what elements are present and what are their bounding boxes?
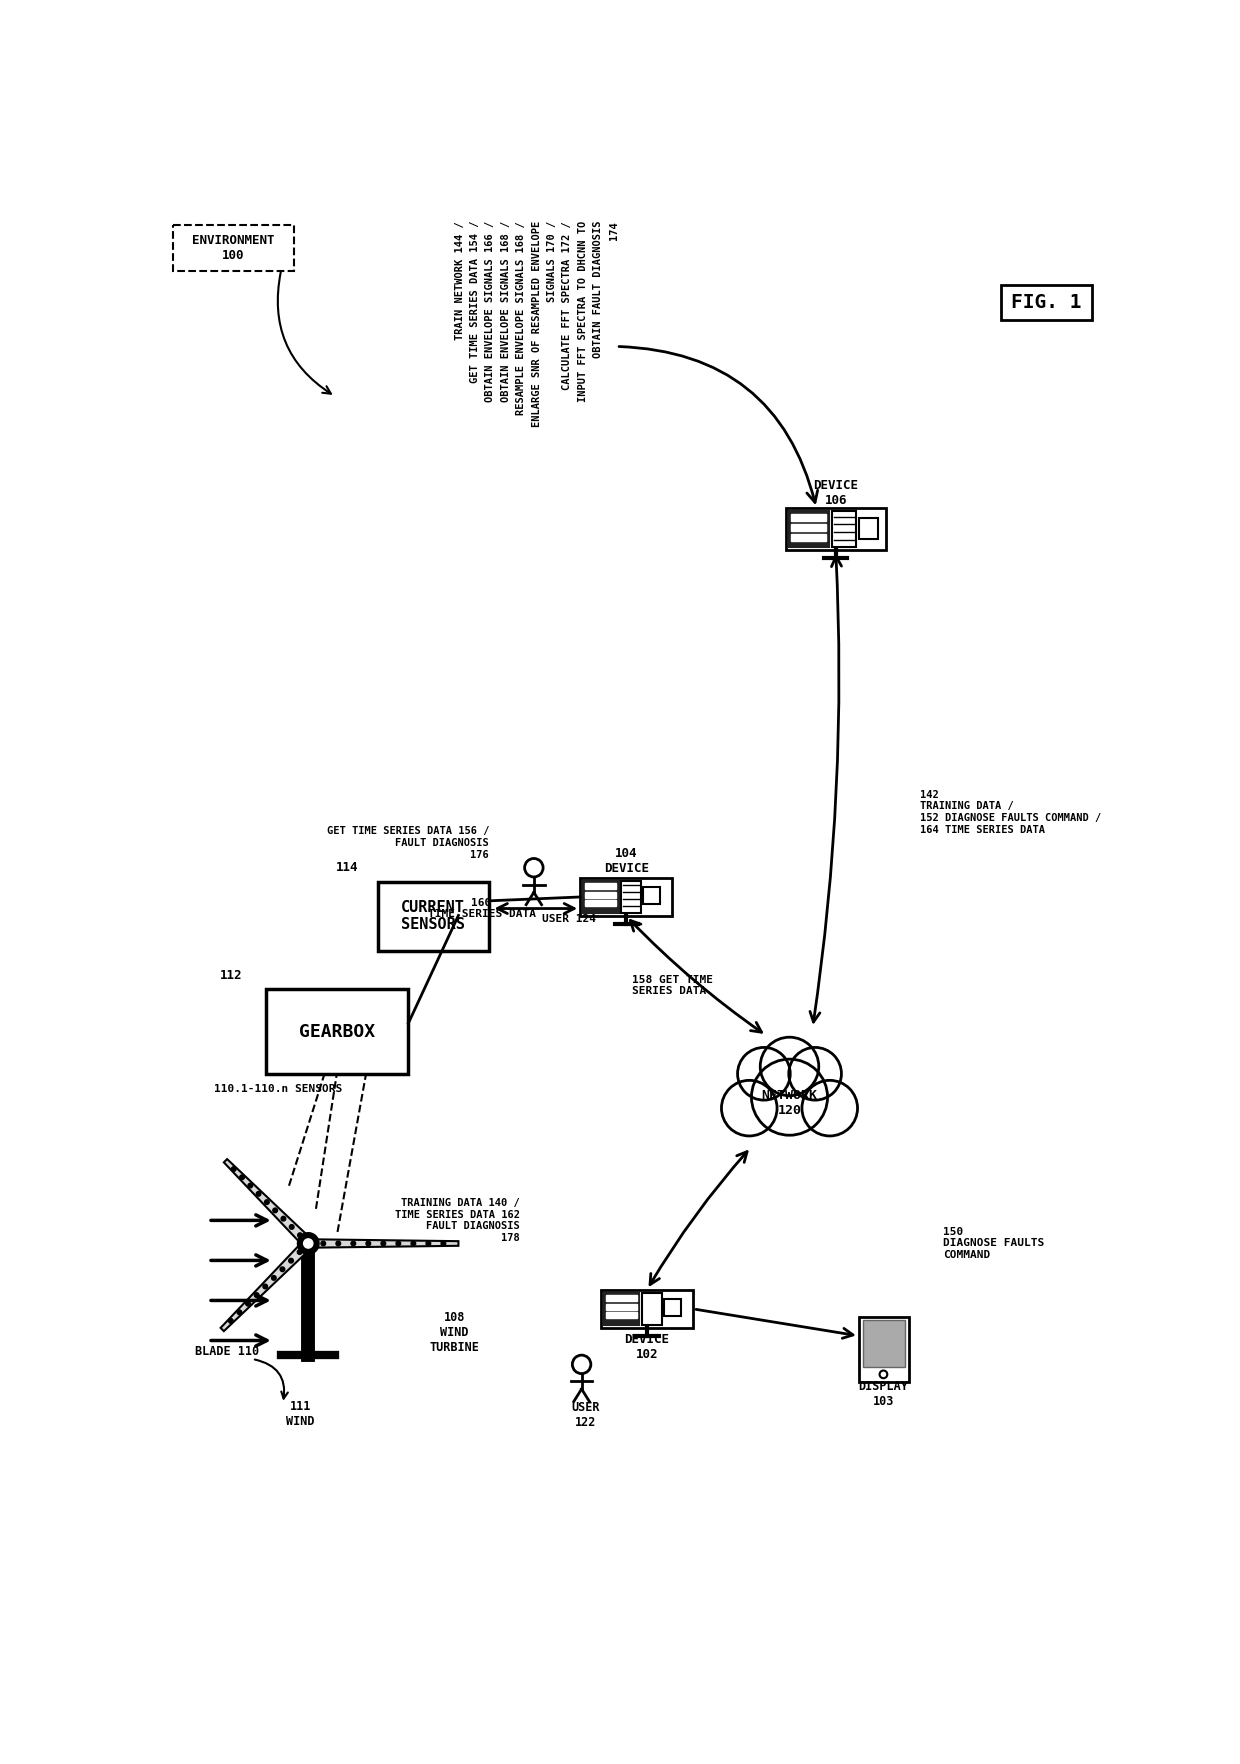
Text: TRAINING DATA 140 /
TIME SERIES DATA 162
FAULT DIAGNOSIS
178: TRAINING DATA 140 / TIME SERIES DATA 162… — [396, 1198, 520, 1244]
Text: 108
WIND
TURBINE: 108 WIND TURBINE — [429, 1311, 480, 1353]
Circle shape — [381, 1242, 386, 1245]
Circle shape — [254, 1293, 259, 1297]
Bar — [863, 1321, 905, 1367]
Bar — [585, 891, 616, 898]
Bar — [377, 882, 490, 951]
Circle shape — [366, 1242, 371, 1245]
Bar — [791, 513, 826, 520]
Bar — [791, 524, 826, 531]
Text: OBTAIN FAULT DIAGNOSIS: OBTAIN FAULT DIAGNOSIS — [593, 220, 603, 358]
Bar — [644, 887, 660, 903]
Text: GET TIME SERIES DATA 154 /: GET TIME SERIES DATA 154 / — [470, 220, 480, 383]
Text: 104
DEVICE: 104 DEVICE — [604, 847, 649, 875]
Circle shape — [228, 1319, 233, 1323]
Polygon shape — [221, 1240, 312, 1332]
Text: RESAMPLE ENVELOPE SIGNALS 168 /: RESAMPLE ENVELOPE SIGNALS 168 / — [516, 220, 526, 415]
Text: INPUT FFT SPECTRA TO DHCNN TO: INPUT FFT SPECTRA TO DHCNN TO — [578, 220, 588, 402]
Text: 114: 114 — [336, 861, 358, 875]
Circle shape — [263, 1284, 268, 1289]
Circle shape — [321, 1242, 326, 1245]
Text: CURRENT
SENSORS: CURRENT SENSORS — [401, 900, 465, 933]
Circle shape — [237, 1311, 242, 1314]
Circle shape — [248, 1184, 253, 1187]
Text: USER 124: USER 124 — [542, 914, 595, 924]
Bar — [791, 533, 826, 542]
Circle shape — [410, 1242, 415, 1245]
Bar — [641, 1293, 662, 1325]
Bar — [606, 1295, 637, 1302]
Text: DEVICE
106: DEVICE 106 — [813, 478, 858, 506]
Text: 142
TRAINING DATA /
152 DIAGNOSE FAULTS COMMAND /
164 TIME SERIES DATA: 142 TRAINING DATA / 152 DIAGNOSE FAULTS … — [920, 790, 1101, 834]
Bar — [265, 990, 408, 1074]
Circle shape — [273, 1208, 278, 1212]
Circle shape — [802, 1080, 858, 1136]
Text: GET TIME SERIES DATA 156 /
FAULT DIAGNOSIS
176: GET TIME SERIES DATA 156 / FAULT DIAGNOS… — [326, 827, 490, 859]
Circle shape — [441, 1242, 445, 1245]
Polygon shape — [309, 1240, 459, 1247]
Circle shape — [738, 1048, 790, 1101]
Bar — [786, 508, 885, 550]
Bar — [1001, 284, 1092, 321]
Polygon shape — [224, 1159, 312, 1247]
Circle shape — [722, 1080, 777, 1136]
Circle shape — [427, 1242, 430, 1245]
Bar — [585, 900, 616, 907]
Text: SIGNALS 170 /: SIGNALS 170 / — [547, 220, 557, 302]
Circle shape — [351, 1242, 356, 1245]
Text: FIG. 1: FIG. 1 — [1012, 293, 1083, 312]
Text: USER
122: USER 122 — [572, 1401, 600, 1429]
Text: 150
DIAGNOSE FAULTS
COMMAND: 150 DIAGNOSE FAULTS COMMAND — [944, 1228, 1045, 1259]
Text: 160
TIME SERIES DATA: 160 TIME SERIES DATA — [428, 898, 536, 919]
Circle shape — [289, 1224, 294, 1230]
Bar — [789, 512, 828, 547]
Bar — [604, 1293, 640, 1325]
Text: DEVICE
102: DEVICE 102 — [625, 1334, 670, 1362]
Text: 112: 112 — [219, 968, 243, 983]
Text: OBTAIN ENVELOPE SIGNALS 166 /: OBTAIN ENVELOPE SIGNALS 166 / — [485, 220, 495, 402]
Circle shape — [789, 1048, 842, 1101]
Circle shape — [760, 1037, 818, 1095]
Circle shape — [289, 1258, 294, 1263]
Bar — [606, 1312, 637, 1318]
Text: ENLARGE SNR OF RESAMPLED ENVELOPE: ENLARGE SNR OF RESAMPLED ENVELOPE — [532, 220, 542, 427]
Circle shape — [281, 1217, 285, 1221]
Circle shape — [272, 1275, 277, 1281]
Circle shape — [298, 1233, 319, 1254]
Text: CALCULATE FFT SPECTRA 172 /: CALCULATE FFT SPECTRA 172 / — [563, 220, 573, 390]
Circle shape — [232, 1166, 236, 1171]
Circle shape — [304, 1238, 312, 1249]
Bar — [859, 1316, 909, 1381]
Text: ENVIRONMENT
100: ENVIRONMENT 100 — [191, 235, 274, 261]
Bar — [601, 1289, 693, 1328]
Circle shape — [336, 1242, 341, 1245]
Bar — [832, 512, 857, 547]
Bar — [580, 878, 672, 916]
Text: GEARBOX: GEARBOX — [299, 1023, 374, 1041]
Bar — [583, 880, 619, 914]
Text: 158 GET TIME
SERIES DATA: 158 GET TIME SERIES DATA — [631, 975, 713, 997]
FancyBboxPatch shape — [172, 224, 294, 272]
Bar — [663, 1298, 681, 1316]
Text: NETWORK
120: NETWORK 120 — [761, 1090, 817, 1117]
Bar — [621, 880, 641, 914]
Circle shape — [239, 1175, 244, 1180]
Text: 110.1-110.n SENSORS: 110.1-110.n SENSORS — [213, 1085, 342, 1094]
Bar — [585, 884, 616, 889]
Circle shape — [280, 1267, 285, 1272]
Text: TRAIN NETWORK 144 /: TRAIN NETWORK 144 / — [455, 220, 465, 340]
Bar — [606, 1304, 637, 1309]
Text: OBTAIN ENVELOPE SIGNALS 168 /: OBTAIN ENVELOPE SIGNALS 168 / — [501, 220, 511, 402]
Text: BLADE 110: BLADE 110 — [195, 1344, 259, 1358]
Text: DISPLAY
103: DISPLAY 103 — [858, 1379, 909, 1408]
Circle shape — [751, 1058, 827, 1136]
Text: 111
WIND: 111 WIND — [286, 1401, 315, 1429]
Circle shape — [246, 1302, 250, 1305]
Text: 174: 174 — [609, 220, 619, 240]
Circle shape — [257, 1191, 260, 1196]
Circle shape — [298, 1233, 303, 1238]
Circle shape — [264, 1200, 269, 1205]
Circle shape — [298, 1249, 303, 1254]
Bar — [859, 519, 878, 540]
Circle shape — [396, 1242, 401, 1245]
